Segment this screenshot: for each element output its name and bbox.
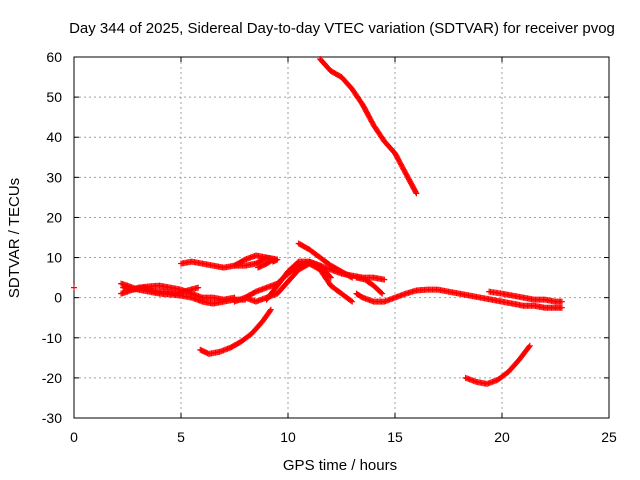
x-axis-label: GPS time / hours [283, 457, 397, 474]
data-point-marker [327, 274, 334, 281]
series-arc-noon-b [295, 240, 356, 281]
x-tick-label: 20 [494, 429, 510, 445]
series-arc-upper-b [231, 252, 277, 271]
axis-ticks: 0 5 10 15 20 25 -30 -20 -10 0 10 20 30 40 50 60 [42, 49, 617, 445]
series-arc-evening [462, 342, 533, 387]
chart-title: Day 344 of 2025, Sidereal Day-to-day VTE… [69, 20, 615, 37]
plot-frame [73, 56, 610, 419]
data-point-marker [379, 290, 386, 297]
y-tick-label: 10 [46, 250, 62, 266]
data-point-marker [381, 276, 388, 283]
data-point-marker [558, 304, 565, 311]
data-point-marker [526, 342, 533, 349]
x-tick-label: 0 [70, 429, 78, 445]
series-arc-afternoon [353, 286, 565, 311]
data-point-marker [558, 298, 565, 305]
data-point-marker [255, 264, 262, 271]
series-arc-low [197, 306, 274, 357]
series-arc-morning-c [120, 284, 202, 297]
x-tick-label: 25 [601, 429, 617, 445]
data-point-marker [71, 284, 77, 291]
y-axis-label: SDTVAR / TECUs [6, 178, 23, 298]
data-point-marker [195, 284, 202, 291]
x-tick-label: 10 [280, 429, 296, 445]
y-tick-label: 0 [54, 290, 62, 306]
grid [74, 57, 609, 418]
series-arc-noon-d [263, 258, 334, 303]
y-tick-label: -30 [42, 410, 62, 426]
data-point-marker [412, 189, 419, 196]
x-tick-label: 5 [177, 429, 185, 445]
data-point-marker [413, 190, 420, 197]
data-point-marker [267, 307, 274, 314]
data-point-marker [349, 298, 356, 305]
y-tick-label: -20 [42, 370, 62, 386]
y-tick-label: 60 [46, 49, 62, 65]
data-point-marker [378, 289, 385, 296]
data-point-marker [326, 273, 333, 280]
data-point-marker [348, 297, 355, 304]
y-tick-label: 30 [46, 169, 62, 185]
y-tick-label: 50 [46, 89, 62, 105]
series-arc-high [317, 56, 420, 197]
data-point-marker [348, 273, 355, 280]
data-points [71, 56, 565, 387]
series-edge-marker [71, 284, 77, 291]
y-tick-label: 20 [46, 209, 62, 225]
y-tick-label: 40 [46, 129, 62, 145]
series-arc-afternoon-c [353, 274, 386, 297]
x-tick-label: 15 [387, 429, 403, 445]
series-arc-afternoon-b [486, 288, 565, 305]
data-point-marker [525, 343, 532, 350]
y-tick-label: -10 [42, 330, 62, 346]
data-point-marker [267, 306, 274, 313]
